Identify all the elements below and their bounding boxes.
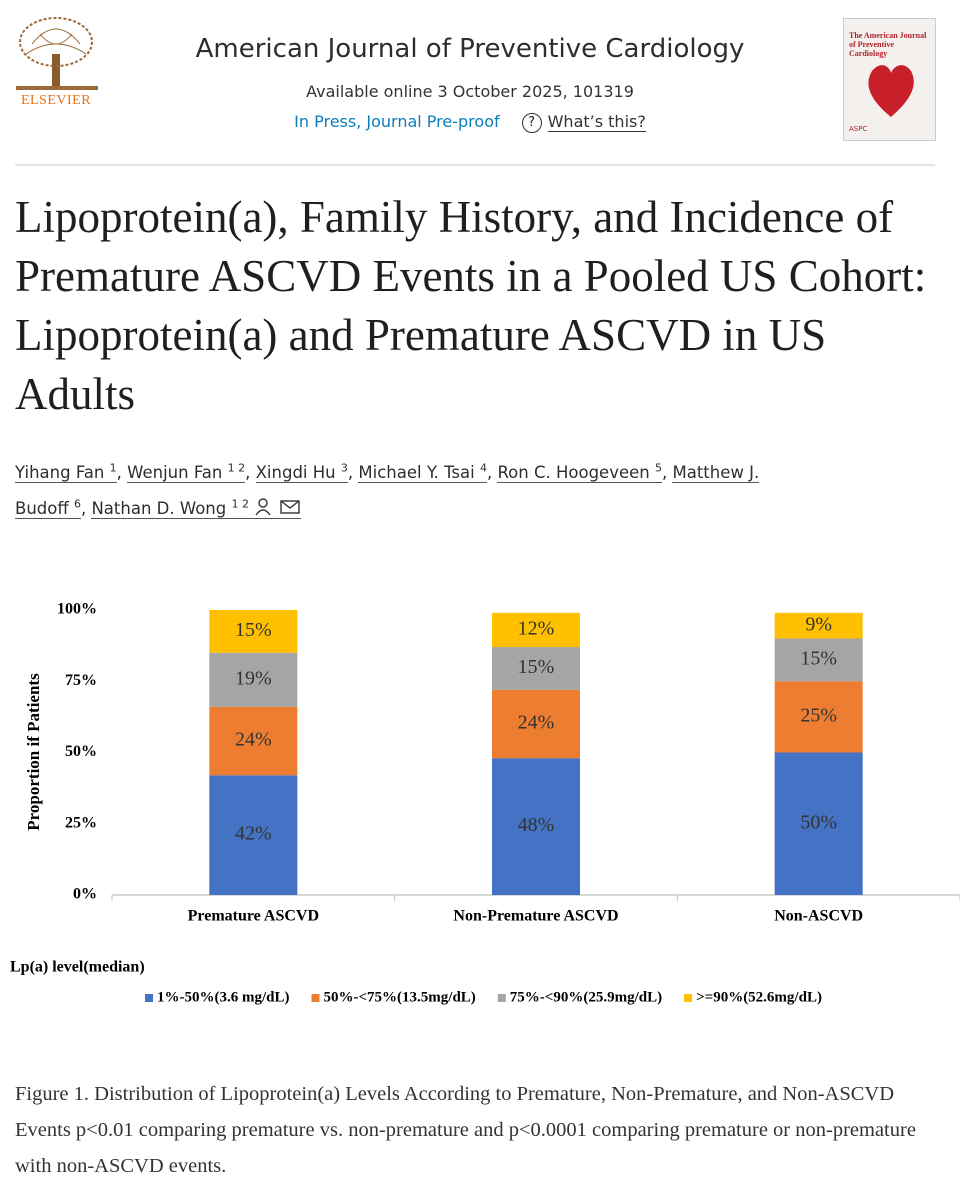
bar-segment <box>209 652 298 707</box>
legend-title: Lp(a) level(median) <box>10 959 145 976</box>
cover-badge: ASPC <box>849 125 868 133</box>
author-name[interactable]: Michael Y. Tsai 4 <box>358 461 487 483</box>
cover-title: The American Journal of Preventive Cardi… <box>849 31 927 58</box>
publisher-logo <box>16 17 98 90</box>
data-label: 12% <box>518 618 555 640</box>
bar-segment <box>209 610 298 653</box>
cover-heart <box>868 65 914 117</box>
x-tick-label: Premature ASCVD <box>188 908 319 925</box>
author-affiliation[interactable]: 1 2 <box>227 461 246 474</box>
author: Xingdi Hu 3 <box>255 461 358 483</box>
data-label: 50% <box>800 811 837 833</box>
data-label: 42% <box>235 823 272 845</box>
data-label: 25% <box>800 704 837 726</box>
journal-cover[interactable]: The American Journal of Preventive Cardi… <box>843 18 936 141</box>
legend-label: >=90%(52.6mg/dL) <box>696 989 822 1005</box>
bar-segment <box>492 758 580 895</box>
data-label: 9% <box>805 613 832 635</box>
help-link[interactable]: What’s this? <box>547 112 646 132</box>
y-tick-label: 100% <box>57 601 97 618</box>
logo-branches <box>25 28 87 55</box>
bar-segment <box>774 752 863 895</box>
data-label: 15% <box>235 619 272 641</box>
bar-segment <box>492 689 580 759</box>
legend-swatch <box>684 994 693 1002</box>
author-affiliation[interactable]: 1 2 <box>231 497 249 511</box>
author: Ron C. Hoogeveen 5 <box>497 461 672 483</box>
help-icon[interactable]: ? <box>521 112 542 133</box>
author: Michael Y. Tsai 4 <box>358 461 497 483</box>
bar-segment <box>492 647 580 690</box>
author-affiliation[interactable]: 6 <box>73 497 81 511</box>
y-tick-label: 75% <box>65 672 97 689</box>
logo-ground <box>16 86 98 90</box>
author-affiliation[interactable]: 1 <box>109 461 117 474</box>
legend-swatch <box>311 994 320 1002</box>
data-label: 24% <box>518 712 555 734</box>
x-tick-label: Non-Premature ASCVD <box>453 908 618 925</box>
author-name[interactable]: Yihang Fan 1 <box>15 461 117 483</box>
author-affiliation[interactable]: 4 <box>479 461 487 474</box>
author-name[interactable]: Nathan D. Wong 1 2 <box>91 497 301 519</box>
legend-label: 75%-<90%(25.9mg/dL) <box>510 989 662 1005</box>
status[interactable]: In Press, Journal Pre-proof <box>294 112 500 131</box>
bar-segment <box>209 706 298 776</box>
contact-icons[interactable] <box>249 498 301 518</box>
bar-segment <box>492 612 580 648</box>
y-tick-label: 0% <box>73 886 97 903</box>
bar-segment <box>774 681 863 753</box>
divider <box>15 164 935 166</box>
logo-trunk <box>52 54 60 88</box>
x-tick-label: Non-ASCVD <box>774 908 863 925</box>
data-label: 24% <box>235 729 272 751</box>
logo-crown <box>19 17 93 67</box>
availability: Available online 3 October 2025, 101319 <box>306 82 634 101</box>
author: Nathan D. Wong 1 2 <box>91 497 301 519</box>
author-list: Yihang Fan 1 Wenjun Fan 1 2 Xingdi Hu 3 Mic… <box>15 452 795 525</box>
y-tick-label: 25% <box>65 814 97 831</box>
figure-caption: Figure 1. Distribution of Lipoprotein(a)… <box>15 1083 916 1177</box>
author-name[interactable]: Ron C. Hoogeveen 5 <box>497 461 662 483</box>
author-name[interactable]: Matthew J. Budoff 6 <box>15 462 760 519</box>
article-title: Lipoprotein(a), Family History, and Inci… <box>15 192 927 419</box>
bar-segment <box>774 612 863 639</box>
author: Yihang Fan 1 <box>15 461 127 483</box>
author-name[interactable]: Wenjun Fan 1 2 <box>127 461 246 483</box>
bar-segment <box>774 638 863 682</box>
data-label: 15% <box>518 656 555 678</box>
legend-label: 50%-<75%(13.5mg/dL) <box>324 989 476 1005</box>
y-tick-label: 50% <box>65 743 97 760</box>
legend-label: 1%-50%(3.6 mg/dL) <box>157 989 290 1005</box>
chart: Proportion if Patients Lp(a) level(media… <box>10 601 960 1005</box>
author: Wenjun Fan 1 2 <box>127 461 256 483</box>
bar-segment <box>209 775 298 895</box>
status-row: In Press, Journal Pre-proof? What’s this? <box>0 112 940 133</box>
icons <box>255 498 300 516</box>
data-label: 15% <box>800 647 837 669</box>
legend-swatch <box>145 994 153 1002</box>
author-affiliation[interactable]: 5 <box>654 461 662 474</box>
author-name[interactable]: Xingdi Hu 3 <box>255 461 348 483</box>
y-axis-label: Proportion if Patients <box>24 673 43 831</box>
publisher-name: ELSEVIER <box>20 93 92 108</box>
data-label: 48% <box>518 814 555 836</box>
data-label: 19% <box>235 667 272 689</box>
journal-name[interactable]: American Journal of Preventive Cardiolog… <box>195 34 745 64</box>
author-affiliation[interactable]: 3 <box>340 461 348 474</box>
legend-swatch <box>497 994 506 1002</box>
